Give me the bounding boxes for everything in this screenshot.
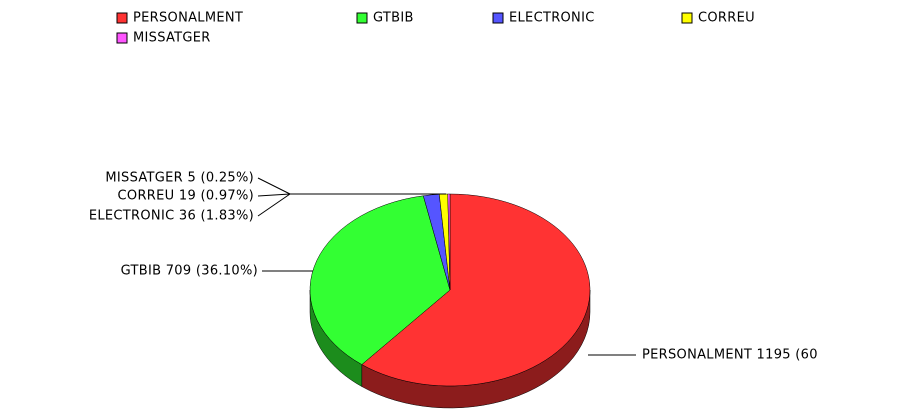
legend-label: MISSATGER xyxy=(133,31,211,46)
pie-tops xyxy=(309,193,591,387)
slice-label: GTBIB 709 (36.10%) xyxy=(121,264,258,279)
legend-label: PERSONALMENT xyxy=(133,11,243,26)
slice-label: MISSATGER 5 (0.25%) xyxy=(105,171,254,186)
legend-label: GTBIB xyxy=(373,11,414,26)
slice xyxy=(309,195,451,365)
legend-label: CORREU xyxy=(698,11,755,26)
legend-swatch xyxy=(681,12,693,24)
slice xyxy=(361,193,591,387)
legend-label: ELECTRONIC xyxy=(509,11,595,26)
legend-swatch xyxy=(492,12,504,24)
slice-label: ELECTRONIC 36 (1.83%) xyxy=(89,209,254,224)
legend-swatch xyxy=(116,12,128,24)
legend: PERSONALMENT GTBIB ELECTRONIC CORREU MISSATG… xyxy=(116,11,755,46)
slice-label: PERSONALMENT 1195 (60 xyxy=(642,348,818,363)
slice-labels: PERSONALMENT 1195 (60 GTBIB 709 (36.10%) E… xyxy=(89,171,818,363)
leader-line xyxy=(257,177,446,217)
slice xyxy=(447,193,451,291)
legend-swatch xyxy=(116,32,128,44)
slice-label: CORREU 19 (0.97%) xyxy=(118,189,254,204)
legend-swatch xyxy=(356,12,368,24)
